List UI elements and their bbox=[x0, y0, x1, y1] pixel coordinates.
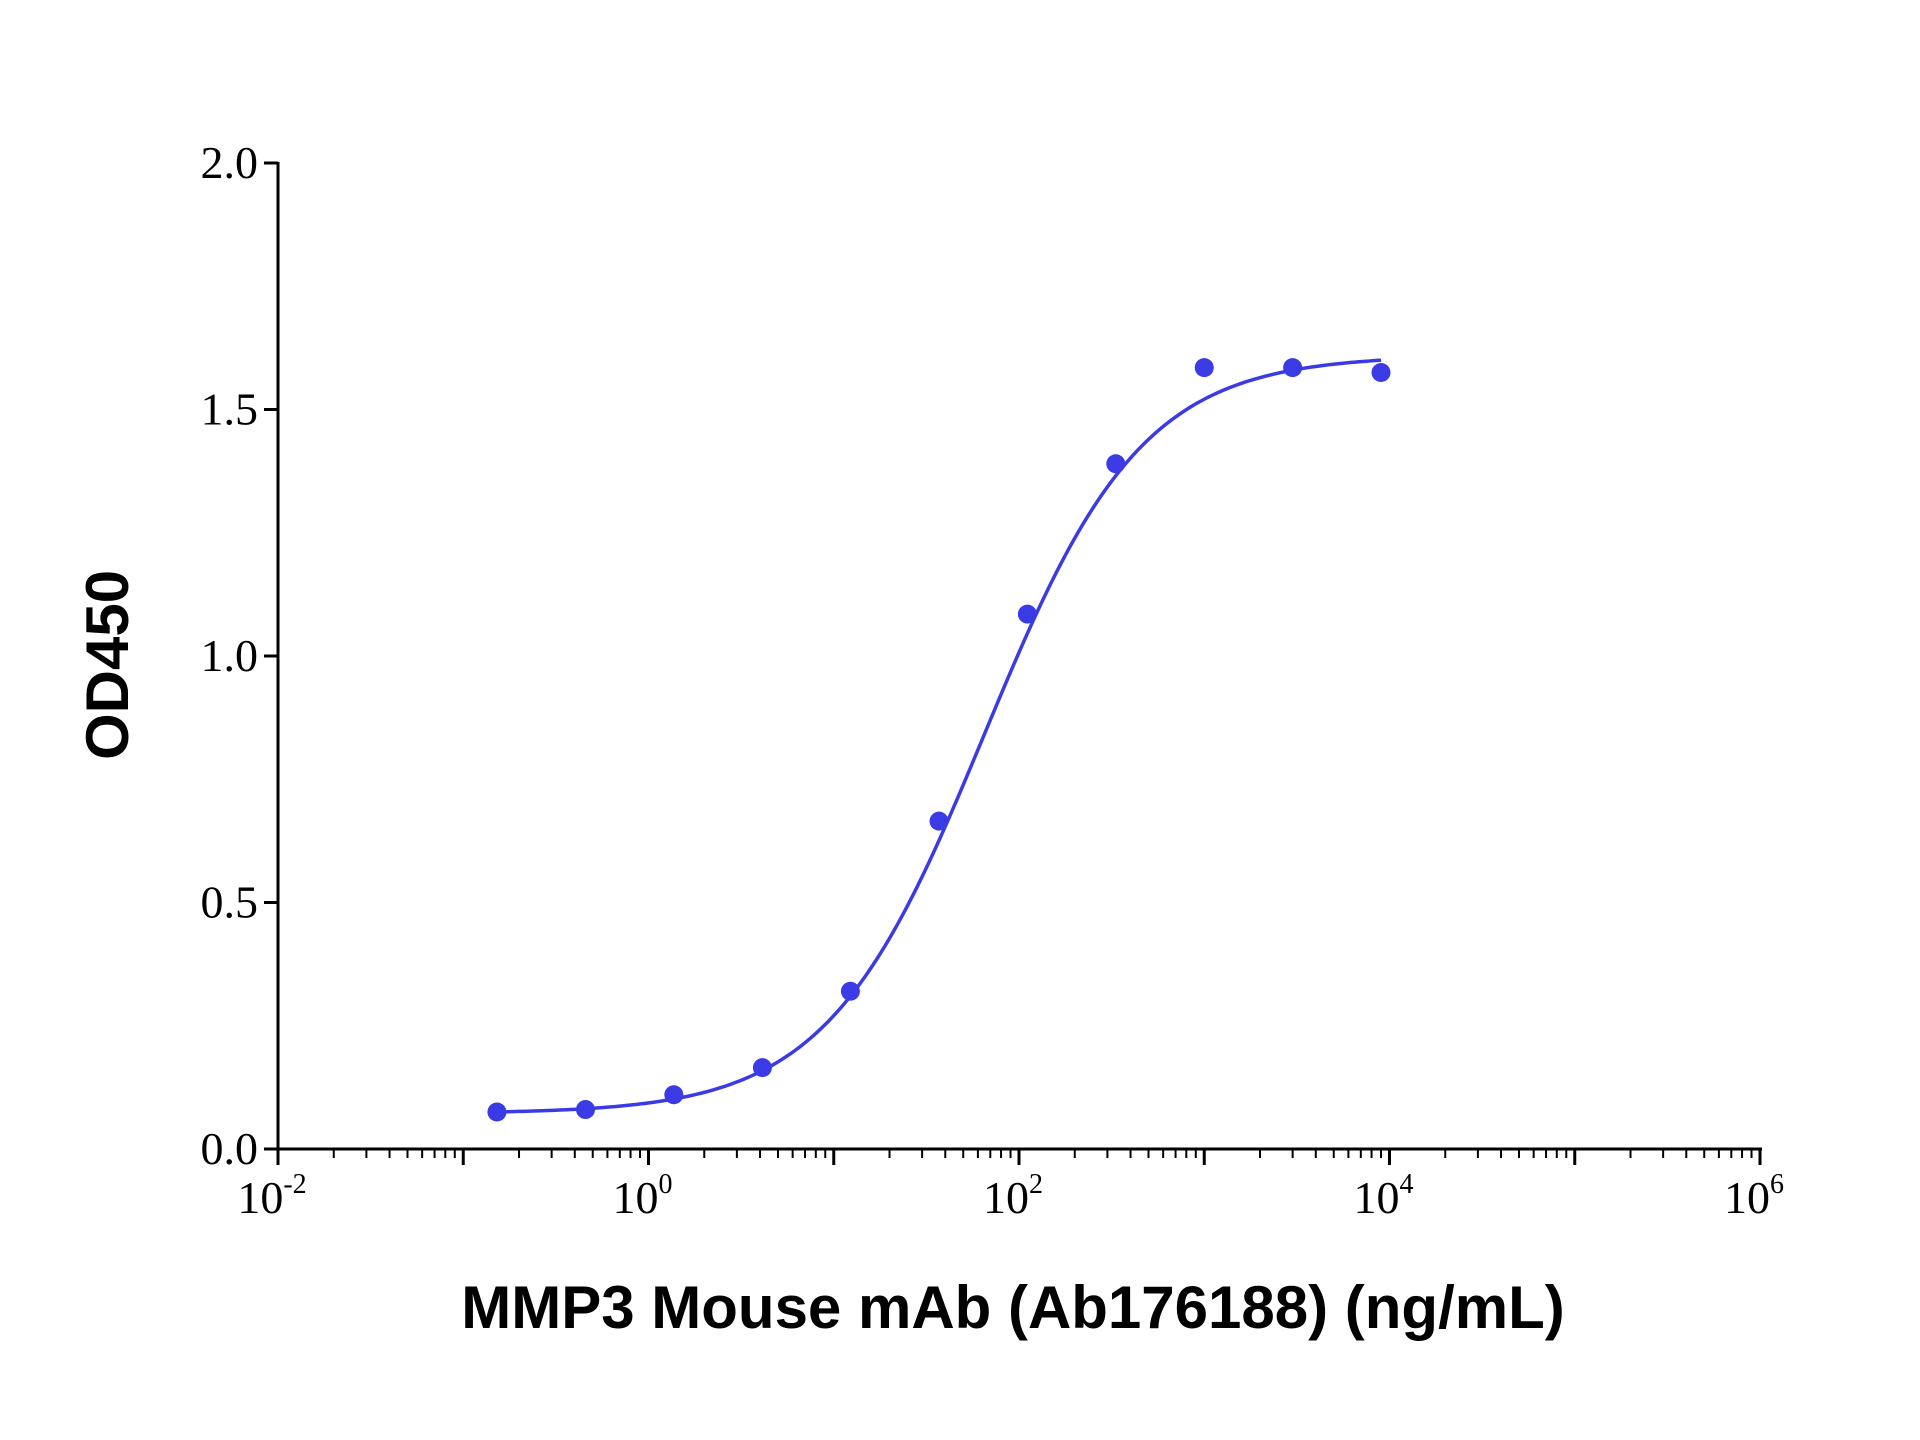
x-axis: 10-2 100 102 104 106 bbox=[237, 1147, 1784, 1223]
x-tick-exponent: 6 bbox=[1770, 1169, 1784, 1200]
x-tick-label: 10-2 bbox=[237, 1169, 306, 1223]
y-axis-title: OD450 bbox=[74, 570, 141, 760]
y-tick-label: 0.0 bbox=[201, 1123, 259, 1174]
data-point bbox=[752, 1058, 772, 1078]
data-point bbox=[664, 1085, 684, 1105]
data-point bbox=[929, 811, 949, 831]
x-tick-base: 10 bbox=[1724, 1172, 1770, 1223]
data-point bbox=[487, 1102, 507, 1122]
x-axis-title: MMP3 Mouse mAb (Ab176188) (ng/mL) bbox=[461, 1274, 1564, 1341]
y-tick-label: 1.0 bbox=[201, 630, 259, 681]
y-axis: 0.0 0.5 1.0 1.5 2.0 bbox=[201, 137, 280, 1174]
y-tick-label: 0.5 bbox=[201, 877, 259, 928]
x-tick-base: 10 bbox=[237, 1172, 283, 1223]
x-tick-label: 104 bbox=[1354, 1169, 1414, 1223]
data-point bbox=[840, 981, 860, 1001]
x-tick-base: 10 bbox=[983, 1172, 1029, 1223]
data-point bbox=[575, 1100, 595, 1120]
y-tick-label: 1.5 bbox=[201, 384, 259, 435]
x-tick-base: 10 bbox=[1354, 1172, 1400, 1223]
data-point bbox=[1283, 358, 1303, 378]
x-tick-exponent: -2 bbox=[283, 1169, 306, 1200]
data-point bbox=[1371, 363, 1391, 383]
x-tick-label: 106 bbox=[1724, 1169, 1784, 1223]
fit-curve bbox=[496, 358, 1382, 1114]
x-tick-exponent: 4 bbox=[1400, 1169, 1414, 1200]
x-tick-label: 102 bbox=[983, 1169, 1043, 1223]
data-point bbox=[1017, 604, 1037, 624]
x-tick-base: 10 bbox=[613, 1172, 659, 1223]
x-tick-exponent: 0 bbox=[659, 1169, 673, 1200]
data-point bbox=[1194, 358, 1214, 378]
y-tick-label: 2.0 bbox=[201, 137, 259, 188]
data-point bbox=[1106, 454, 1126, 474]
data-points bbox=[487, 358, 1391, 1122]
x-tick-label: 100 bbox=[613, 1169, 673, 1223]
x-tick-exponent: 2 bbox=[1029, 1169, 1043, 1200]
